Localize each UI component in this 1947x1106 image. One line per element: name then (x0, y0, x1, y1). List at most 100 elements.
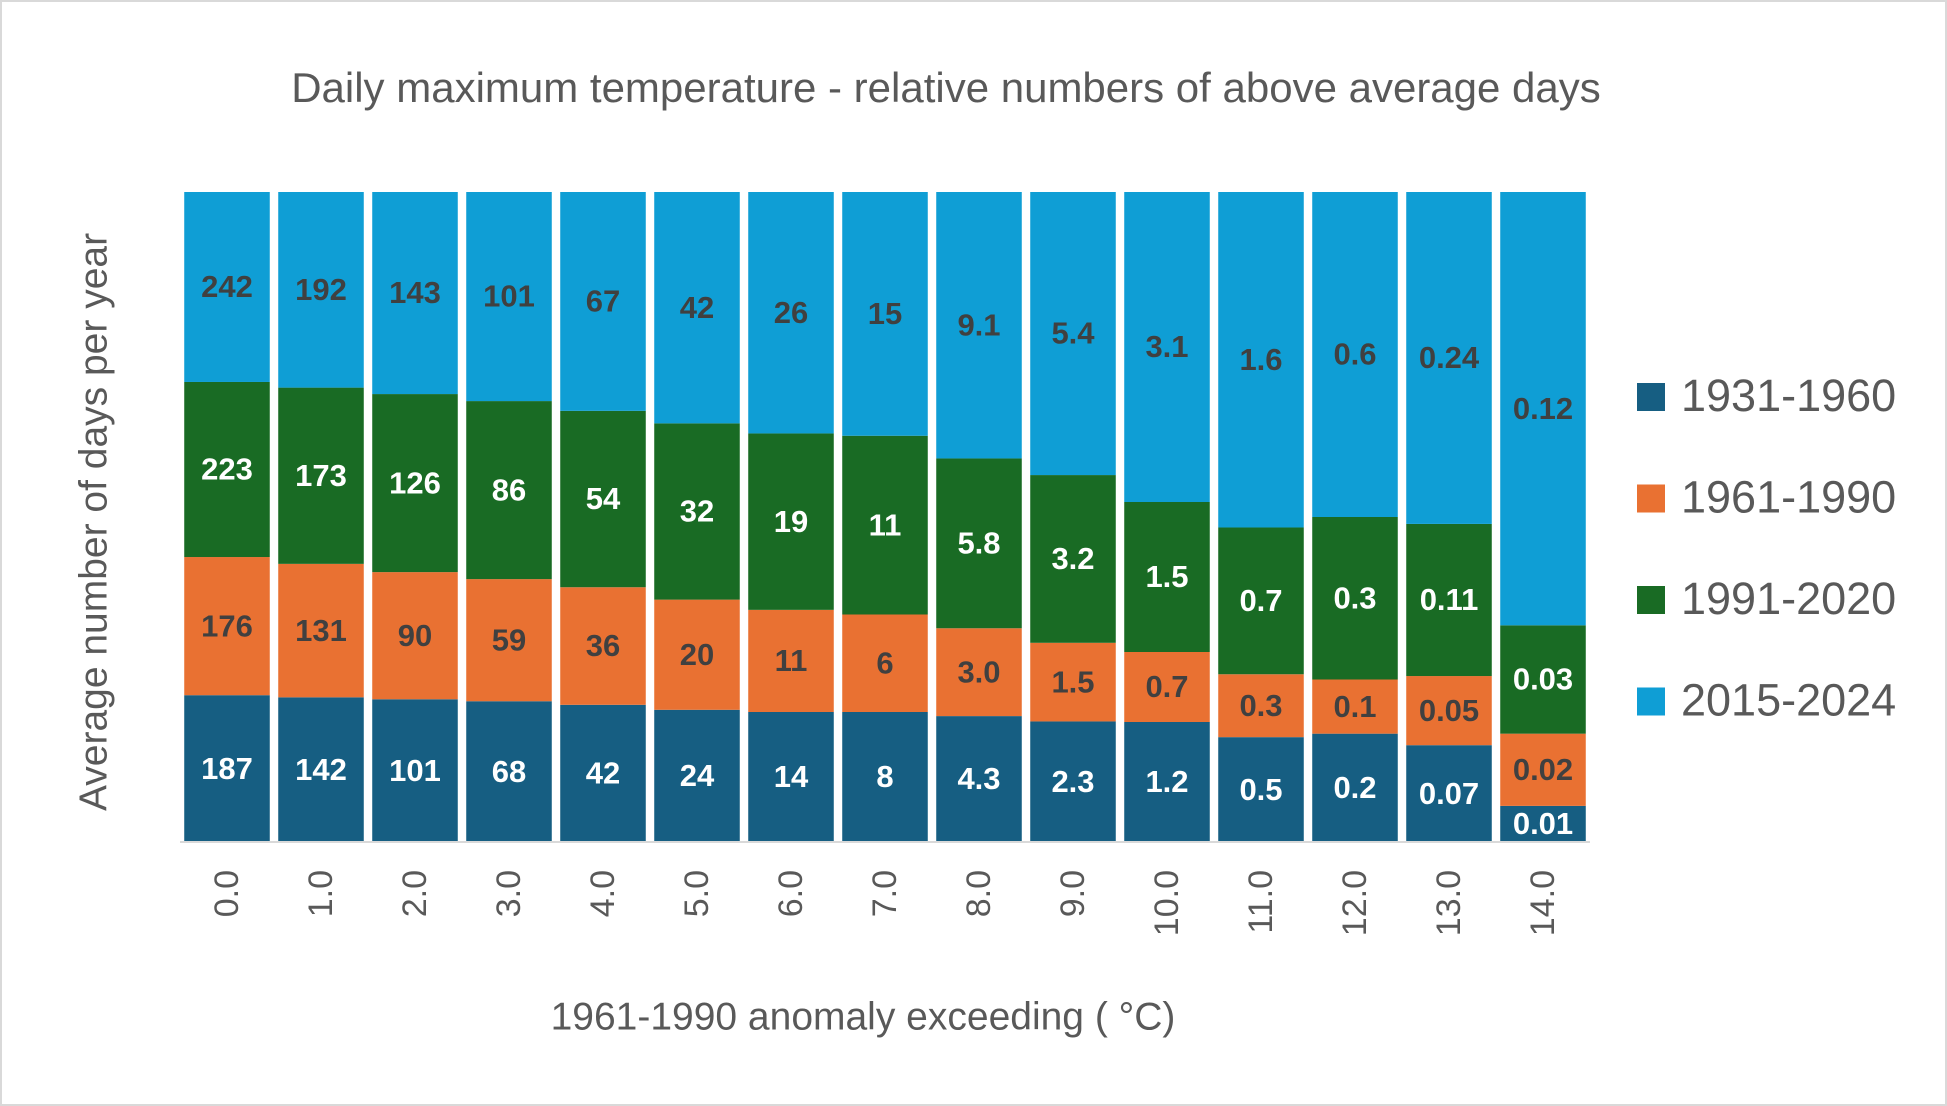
data-label: 0.24 (1419, 340, 1480, 375)
bar-segment (936, 628, 1022, 717)
data-label: 142 (295, 752, 347, 787)
data-label: 20 (680, 637, 714, 672)
bar-segment (372, 394, 458, 573)
data-label: 54 (586, 481, 621, 516)
bar-segment (654, 709, 740, 842)
data-label: 0.7 (1145, 669, 1188, 704)
data-label: 3.1 (1145, 329, 1188, 364)
x-tick-label: 10.0 (1148, 870, 1186, 936)
data-label: 42 (586, 756, 620, 791)
x-tick-label: 13.0 (1430, 870, 1468, 936)
bar-segment (748, 433, 834, 610)
bar-segment (1312, 733, 1398, 842)
bar-segment (1218, 192, 1304, 528)
legend-swatch (1637, 484, 1665, 513)
bar-segment (1406, 676, 1492, 746)
bar-segment (654, 423, 740, 600)
data-label: 19 (774, 504, 808, 539)
y-axis-title: Average number of days per year (72, 233, 115, 811)
data-label: 0.07 (1419, 776, 1479, 811)
x-tick-label: 8.0 (960, 870, 998, 917)
bar-segment (1500, 805, 1586, 842)
data-label: 0.01 (1513, 806, 1573, 841)
data-label: 176 (201, 608, 253, 643)
bar-segment (1218, 527, 1304, 675)
data-label: 0.3 (1239, 688, 1282, 723)
data-label: 0.3 (1333, 580, 1376, 615)
bar-segment (1406, 745, 1492, 842)
data-label: 0.03 (1513, 662, 1573, 697)
data-label: 24 (680, 758, 715, 793)
chart-title: Daily maximum temperature - relative num… (291, 64, 1601, 111)
legend-label: 1991-2020 (1681, 573, 1896, 624)
bar-segment (1218, 674, 1304, 738)
bar-segment (1312, 517, 1398, 680)
bar-segment (1500, 733, 1586, 806)
data-label: 101 (389, 753, 441, 788)
bar-segment (560, 192, 646, 411)
bar-segment (184, 557, 270, 696)
bar-segment (748, 609, 834, 712)
bar-segment (654, 192, 740, 424)
data-label: 101 (483, 279, 535, 314)
data-label: 187 (201, 751, 253, 786)
x-tick-label: 14.0 (1524, 870, 1562, 936)
legend-swatch (1637, 383, 1665, 411)
data-label: 32 (680, 494, 714, 529)
legend-label: 1961-1990 (1681, 471, 1896, 522)
bar-segment (184, 192, 270, 382)
bar-segment (372, 572, 458, 700)
bar-segment (936, 192, 1022, 459)
data-label: 6 (876, 645, 893, 680)
x-tick-label: 1.0 (302, 870, 340, 917)
data-label: 26 (774, 295, 808, 330)
data-label: 68 (492, 754, 526, 789)
data-label: 86 (492, 472, 526, 507)
data-label: 126 (389, 465, 441, 500)
bar-segment (184, 695, 270, 842)
data-label: 0.12 (1513, 391, 1573, 426)
bar-segment (748, 712, 834, 842)
bar-segment (842, 614, 928, 712)
bar-segment (560, 587, 646, 705)
bar-segment (1030, 475, 1116, 643)
data-label: 90 (398, 618, 432, 653)
bar-segment (278, 563, 364, 698)
data-label: 0.7 (1239, 583, 1282, 618)
x-tick-label: 7.0 (866, 870, 904, 917)
bar-segment (184, 381, 270, 558)
data-label: 59 (492, 622, 526, 657)
data-label: 5.8 (957, 526, 1000, 561)
bar-segment (1124, 722, 1210, 842)
bar-segment (936, 458, 1022, 629)
data-label: 2.3 (1051, 764, 1094, 799)
data-label: 0.02 (1513, 752, 1573, 787)
bar-segment (1500, 192, 1586, 626)
bar-segment (466, 701, 552, 842)
data-label: 11 (775, 643, 808, 678)
data-label: 1.2 (1145, 764, 1188, 799)
bar-segment (560, 704, 646, 842)
x-tick-label: 6.0 (772, 870, 810, 917)
data-label: 42 (680, 290, 714, 325)
bar-segment (560, 410, 646, 588)
legend-label: 1931-1960 (1681, 370, 1896, 421)
data-label: 4.3 (957, 761, 1000, 796)
x-tick-label: 5.0 (678, 870, 716, 917)
data-label: 192 (295, 272, 347, 307)
data-label: 3.0 (957, 654, 1000, 689)
x-tick-label: 4.0 (584, 870, 622, 917)
bar-segment (1500, 625, 1586, 734)
bar-segment (1030, 642, 1116, 722)
x-tick-label: 11.0 (1242, 870, 1280, 934)
bar-segment (1124, 192, 1210, 502)
bar-segment (842, 435, 928, 615)
bar-segment (1312, 679, 1398, 734)
x-axis-title: 1961-1990 anomaly exceeding ( °C) (551, 995, 1176, 1038)
bar-segment (1124, 652, 1210, 722)
data-label: 0.2 (1333, 770, 1376, 805)
data-label: 0.11 (1420, 582, 1479, 617)
bar-segment (278, 387, 364, 564)
data-label: 0.05 (1419, 693, 1479, 728)
bar-segment (1030, 721, 1116, 842)
